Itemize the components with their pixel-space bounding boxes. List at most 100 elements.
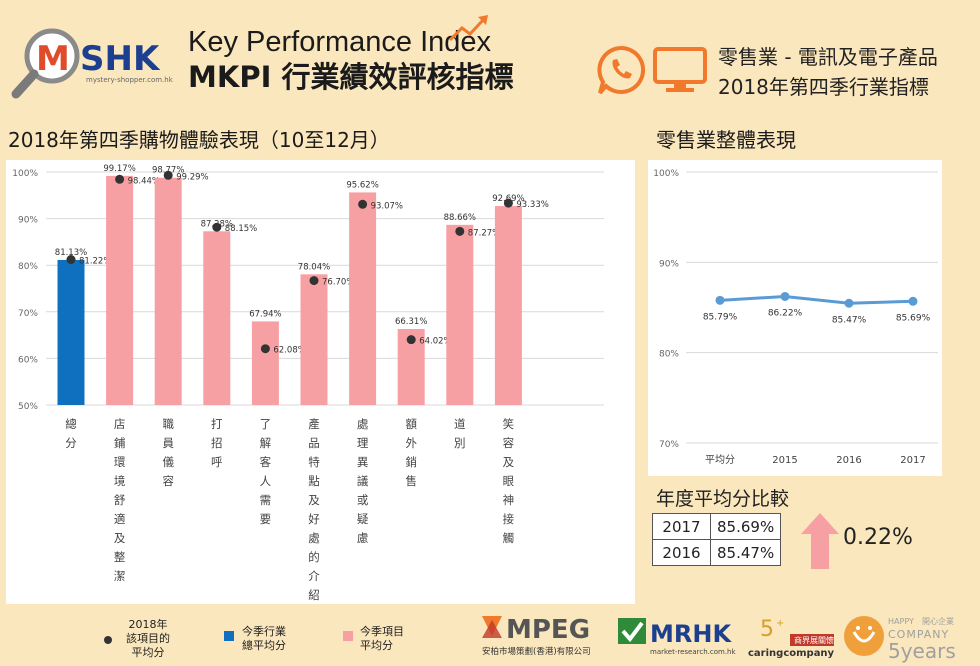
caring-years-text: 5 <box>760 617 774 642</box>
bar-category-label: 儀 <box>162 455 174 469</box>
bar-category-label: 要 <box>260 512 272 526</box>
value-cell: 85.69% <box>709 513 782 540</box>
bar-y-tick-label: 90% <box>18 216 38 226</box>
bar-category-label: 整 <box>114 550 126 564</box>
caring-logo-text: caringcompany <box>748 648 835 659</box>
dot-point <box>212 222 222 232</box>
series-line <box>719 294 914 305</box>
bar-y-tick-label: 100% <box>12 169 38 179</box>
dot-data-label: 76.70% <box>322 278 354 288</box>
bar-data-label: 81.13% <box>55 248 87 258</box>
comparison-title: 年度平均分比較 <box>656 488 790 510</box>
legend-dot-icon <box>104 636 112 644</box>
mpeg-logo: MPEG 安柏市場策劃(香港)有限公司 <box>482 615 591 657</box>
change-value: 0.22% <box>843 525 913 550</box>
bar-category-label: 境 <box>114 474 126 488</box>
bar-category-label: 呼 <box>211 455 223 469</box>
bar-category-label: 潔 <box>114 569 126 583</box>
bar-data-label: 78.04% <box>298 262 330 272</box>
table-row: 2016 85.47% <box>652 539 782 566</box>
bar-chart: 50% 60% 70% 80% 90% 100% 81.13%81.22% 總分 99.17% 9… <box>12 164 604 602</box>
dot-point <box>260 344 270 354</box>
line-data-label: 85.47% <box>832 315 867 325</box>
bar-category-label: 外 <box>405 436 417 450</box>
dot-data-label: 64.02% <box>419 337 451 347</box>
up-arrow-icon <box>801 513 839 569</box>
happy-company-text: COMPANY <box>888 628 949 641</box>
line-point <box>715 295 725 305</box>
bar <box>251 321 279 405</box>
caring-company-logo: 5 + 商界展關懷 caringcompany <box>748 617 835 659</box>
svg-text:M: M <box>36 39 70 79</box>
bar-category-label: 客 <box>260 455 272 469</box>
legend-dot-label: 2018年 該項目的 平均分 <box>126 618 170 659</box>
bar-y-tick-label: 70% <box>18 309 38 319</box>
bar-data-label: 67.94% <box>249 309 281 319</box>
bar-data-label: 98.77% <box>152 166 184 176</box>
phone-chat-icon <box>597 45 646 95</box>
bar-category-label: 議 <box>357 474 369 488</box>
legend-blue-swatch <box>224 631 234 641</box>
dot-data-label: 99.29% <box>176 172 208 182</box>
line-y-tick-label: 80% <box>659 350 679 360</box>
bar-category-label: 了 <box>260 417 272 431</box>
brand-text: SHK <box>80 39 161 79</box>
dot-data-label: 93.07% <box>371 201 403 211</box>
dot-point <box>406 335 416 345</box>
bar-category-label: 環 <box>114 455 126 469</box>
bar-category-label: 容 <box>503 436 515 450</box>
bar-category-label: 及 <box>503 455 515 469</box>
magnifier-logo-icon: M SHK mystery-shopper.com.hk <box>11 28 174 99</box>
bar-category-label: 舒 <box>114 493 126 507</box>
dot-point <box>455 226 465 236</box>
mrhk-logo: MRHK market-research.com.hk <box>618 618 736 656</box>
line-y-tick-label: 100% <box>653 169 679 179</box>
bar-category-label: 或 <box>357 493 369 507</box>
dot-point <box>309 276 319 286</box>
bar-category-label: 銷 <box>405 455 417 469</box>
bar <box>106 175 134 405</box>
bar-category-label: 容 <box>162 474 174 488</box>
bar-category-label: 及 <box>114 531 126 545</box>
bar-category-label: 職 <box>162 417 174 431</box>
bar-category-label: 理 <box>357 436 369 450</box>
bar <box>154 177 182 405</box>
legend-blue-label: 今季行業 總平均分 <box>242 625 286 652</box>
dot-data-label: 88.15% <box>225 224 257 234</box>
bar-category-label: 特 <box>308 455 320 469</box>
line-x-tick-label: 平均分 <box>705 454 735 466</box>
bar-category-label: 產 <box>308 417 320 431</box>
bar-y-tick-label: 80% <box>18 262 38 272</box>
bar-category-label: 眼 <box>503 474 515 488</box>
happy-logo-text: HAPPY <box>888 617 914 626</box>
dot-data-label: 87.27% <box>468 228 500 238</box>
bar-category-label: 解 <box>260 436 272 450</box>
bar-category-label: 招 <box>211 436 223 450</box>
mpeg-logo-text: MPEG <box>506 615 590 645</box>
bar-category-label: 介 <box>308 569 320 583</box>
header: M SHK mystery-shopper.com.hk Key Perform… <box>0 0 980 118</box>
bar-category-label: 處 <box>357 417 369 431</box>
bar-category-label: 觸 <box>503 531 515 545</box>
bar-data-label: 95.62% <box>346 180 378 190</box>
bar-category-label: 總 <box>65 417 77 431</box>
line-point <box>780 291 790 301</box>
dot-data-label: 62.08% <box>273 346 305 356</box>
dot-data-label: 93.33% <box>516 200 548 210</box>
line-data-label: 86.22% <box>768 308 803 318</box>
bar-category-label: 的 <box>308 550 320 564</box>
category-title: 零售業 - 電訊及電子產品 <box>718 45 938 69</box>
happy-logo-sub: 開心企業 <box>922 616 954 626</box>
line-x-tick-label: 2016 <box>836 455 861 466</box>
line-point <box>908 296 918 306</box>
bar <box>446 224 474 405</box>
kpi-subtitle: MKPI 行業績效評核指標 <box>188 60 514 94</box>
bar-y-tick-label: 60% <box>18 355 38 365</box>
bar-category-label: 人 <box>260 474 272 488</box>
bar-data-label: 88.66% <box>444 213 476 223</box>
trend-arrow-icon <box>448 15 488 42</box>
bar-category-label: 接 <box>503 512 515 526</box>
bar-category-label: 紹 <box>308 588 320 602</box>
bar-category-label: 員 <box>162 436 174 450</box>
caring-badge-text: 商界展關懷 <box>794 635 834 645</box>
